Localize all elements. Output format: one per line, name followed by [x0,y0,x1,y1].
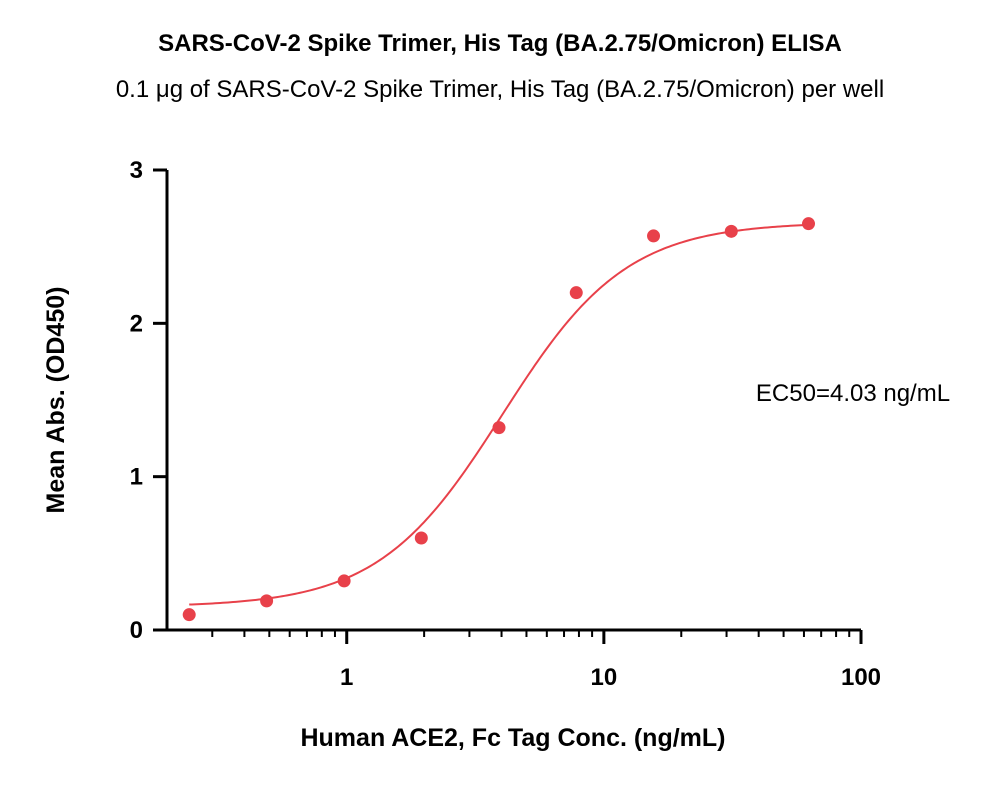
y-tick-label: 1 [130,464,143,491]
data-point [724,224,738,238]
x-tick-label: 10 [591,664,618,691]
data-points [182,217,816,622]
y-tick-label: 3 [130,157,143,184]
ticks: 0 1 2 3 1 10 100 [130,157,881,691]
fit-curve [189,223,809,606]
data-point [802,217,816,231]
ec50-annotation: EC50=4.03 ng/mL [756,380,950,407]
y-axis-title: Mean Abs. (OD450) [42,287,70,514]
data-point [182,608,196,622]
y-tick-label: 0 [130,617,143,644]
data-point [337,574,351,588]
data-point [414,531,428,545]
data-point [647,229,661,243]
data-point [492,421,506,435]
x-tick-label: 100 [841,664,881,691]
axes [165,170,861,632]
chart-title: SARS-CoV-2 Spike Trimer, His Tag (BA.2.7… [158,30,842,57]
chart-subtitle: 0.1 μg of SARS-CoV-2 Spike Trimer, His T… [115,76,885,103]
x-tick-label: 1 [340,664,353,691]
x-axis-title: Human ACE2, Fc Tag Conc. (ng/mL) [300,724,725,752]
y-tick-label: 2 [130,310,143,337]
data-point [569,286,583,300]
data-point [260,594,274,608]
